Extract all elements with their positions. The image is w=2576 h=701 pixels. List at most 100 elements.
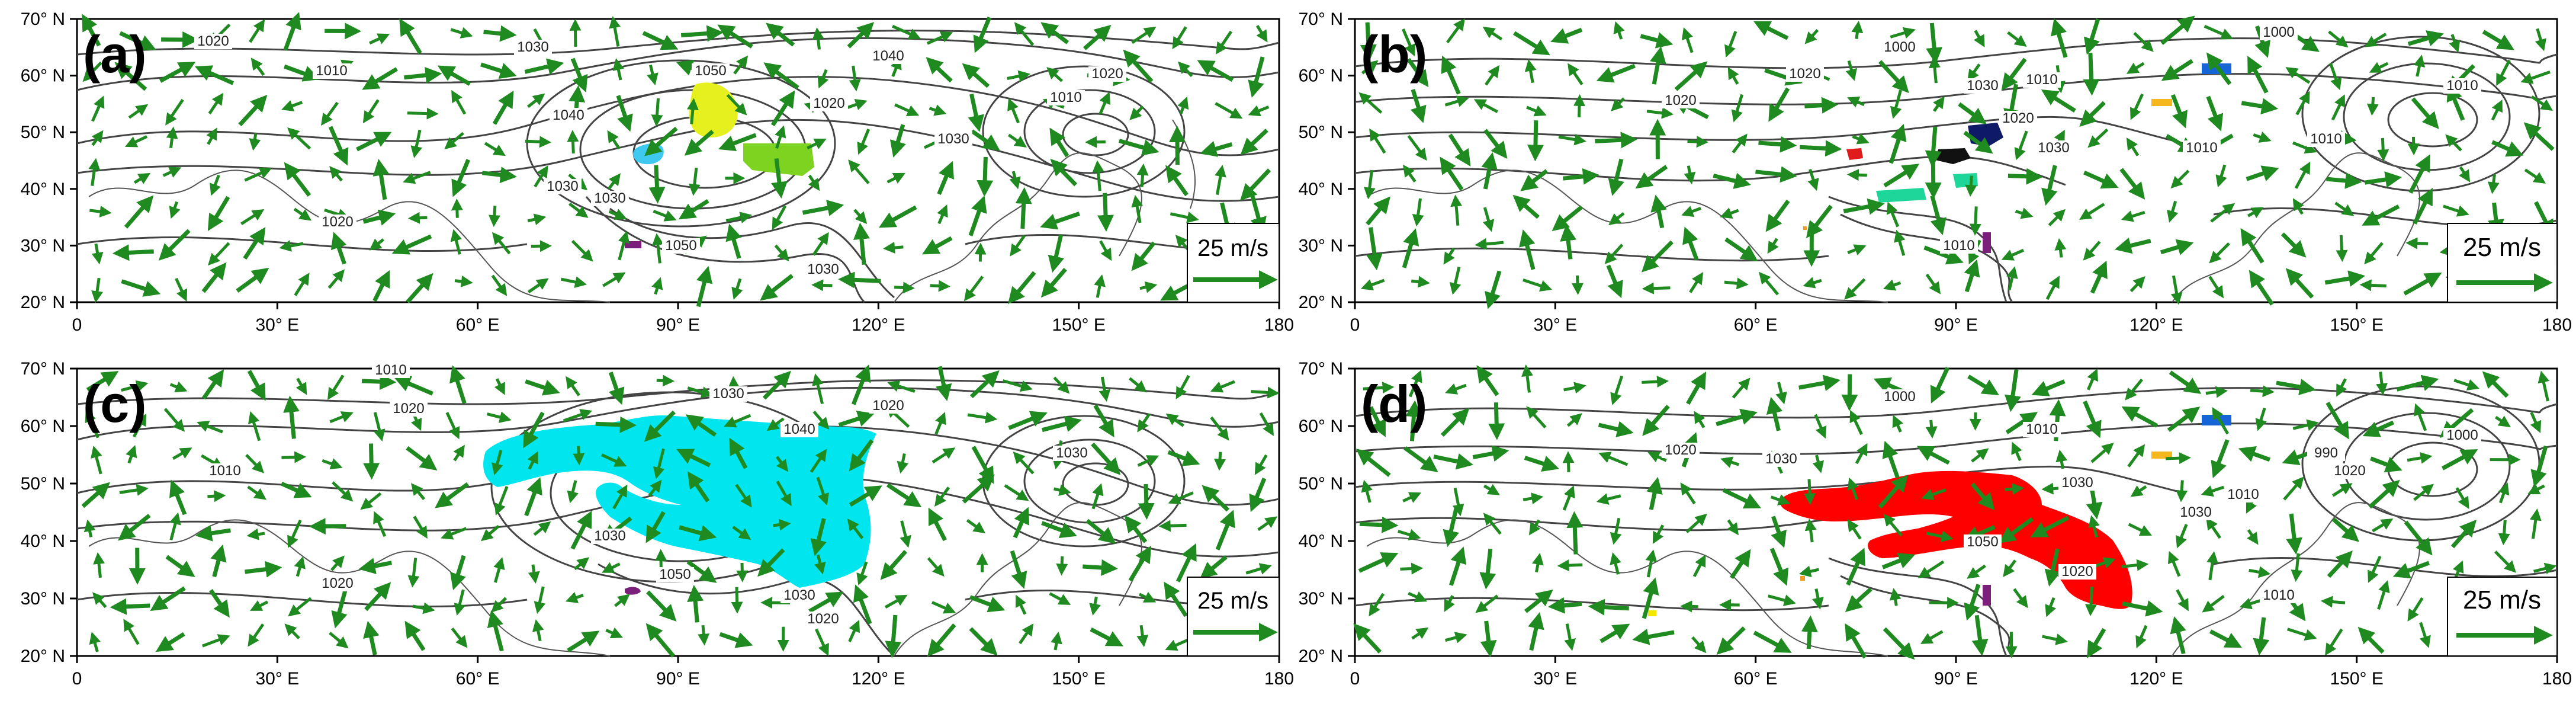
wind-vector: [1965, 175, 1977, 197]
wind-vector: [1476, 365, 1499, 396]
wind-vector: [1139, 281, 1158, 293]
wind-vector: [487, 610, 504, 652]
wind-vector: [2206, 551, 2218, 581]
wind-vector: [726, 94, 747, 116]
wind-vector: [1369, 593, 1385, 617]
contour-label-bg: [1881, 40, 1919, 55]
wind-vector: [1136, 625, 1149, 648]
wind-vector: [1558, 133, 1586, 146]
wind-vector: [1547, 597, 1582, 614]
panel-c-legend-text: 25 m/s: [1197, 588, 1268, 614]
contour-label: 1050: [1967, 534, 1998, 550]
contour-label: 1020: [872, 398, 904, 414]
wind-vector: [2494, 550, 2517, 573]
contour-label-bg: [1786, 66, 1824, 82]
y-tick-label: 70° N: [1299, 9, 1343, 29]
wind-vector: [1448, 133, 1471, 167]
wind-vector: [1402, 492, 1422, 503]
wind-vector: [963, 276, 984, 302]
wind-vector: [248, 623, 265, 647]
wind-vector: [1753, 21, 1789, 40]
wind-vector: [567, 480, 579, 504]
wind-vector: [884, 594, 908, 609]
wind-vector: [1599, 623, 1630, 644]
wind-vector: [2413, 188, 2433, 225]
wind-vector: [1521, 364, 1533, 393]
coastline: [1366, 169, 1888, 303]
wind-vector: [360, 492, 382, 510]
wind-vector: [2122, 600, 2163, 617]
wind-vector: [169, 381, 188, 393]
wind-vector: [2452, 560, 2464, 579]
wind-vector: [1847, 519, 1862, 540]
wind-vector: [1812, 454, 1825, 473]
y-tick-label: 60° N: [21, 66, 65, 86]
wind-vector: [1641, 240, 1674, 273]
wind-vector: [2135, 625, 2148, 649]
wind-vector: [686, 560, 717, 583]
wind-vector: [2392, 561, 2430, 579]
wind-vector: [1444, 95, 1469, 107]
wind-vector: [1408, 370, 1422, 398]
wind-vector: [2285, 268, 2314, 299]
wind-vector: [926, 31, 953, 45]
wind-vector: [1400, 562, 1424, 575]
wind-vector: [123, 619, 140, 645]
wind-vector: [2482, 30, 2514, 50]
wind-vector: [2083, 400, 2102, 438]
wind-vector: [563, 409, 593, 422]
wind-vector: [2331, 94, 2346, 121]
wind-vector: [808, 174, 820, 191]
wind-vector: [2133, 31, 2154, 52]
wind-vector: [2294, 161, 2311, 189]
wind-vector: [2176, 524, 2188, 549]
wind-vector: [1412, 198, 1424, 227]
wind-vector: [2292, 419, 2319, 431]
x-tick-label: 60° E: [456, 669, 500, 689]
wind-vector: [1363, 169, 1376, 200]
contour-label-bg: [1762, 452, 1800, 467]
wind-vector: [2121, 210, 2145, 222]
orange-spot: [2151, 99, 2172, 106]
wind-vector: [453, 444, 465, 462]
wind-vector: [2369, 62, 2389, 73]
wind-vector: [1755, 166, 1797, 183]
wind-vector: [2449, 34, 2461, 53]
isobar-line: [598, 563, 895, 657]
wind-vector: [1176, 543, 1197, 582]
contour-label-bg: [390, 401, 428, 417]
wind-vector: [1402, 164, 1417, 183]
panel-c-legend-box: [1187, 577, 1280, 657]
wind-vector: [1014, 22, 1035, 46]
wind-vector: [1250, 192, 1267, 235]
wind-vector: [2030, 516, 2070, 537]
wind-vector: [150, 586, 186, 612]
contour-label-bg: [2260, 25, 2298, 40]
wind-vector: [2538, 370, 2550, 402]
wind-vector: [2533, 562, 2557, 575]
wind-vector: [937, 161, 954, 195]
wind-vector: [373, 511, 387, 537]
wind-vector: [2249, 270, 2274, 306]
data-patches: [1648, 415, 2231, 616]
wind-vector: [407, 212, 428, 224]
wind-vector: [91, 446, 102, 475]
wind-vector: [1083, 24, 1112, 50]
wind-vector: [969, 627, 998, 656]
wind-vector: [2079, 203, 2105, 220]
wind-vector: [437, 65, 471, 86]
contour-label-bg: [591, 529, 629, 544]
wind-vector: [1720, 207, 1739, 219]
coastline: [894, 502, 1142, 657]
wind-vector: [2160, 15, 2195, 45]
wind-vector: [973, 17, 992, 53]
contour-label-bg: [934, 132, 972, 147]
wind-vector: [2045, 597, 2057, 617]
wind-vector: [1010, 550, 1027, 589]
wind-vector: [121, 380, 149, 392]
x-tick-label: 30° E: [255, 315, 299, 335]
contour-label-bg: [550, 108, 587, 123]
wind-vector: [2247, 56, 2269, 94]
wind-vector: [2407, 30, 2444, 46]
wind-vector: [362, 209, 396, 226]
